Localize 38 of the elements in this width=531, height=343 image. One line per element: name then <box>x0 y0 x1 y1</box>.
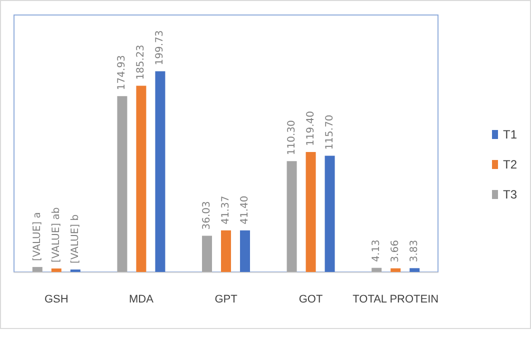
bar <box>117 96 128 272</box>
data-label: [VALUE] ab <box>50 207 62 262</box>
data-label: 3.66 <box>390 240 402 262</box>
bar <box>390 268 401 272</box>
bar <box>306 152 316 272</box>
data-label: [VALUE] a <box>32 212 43 261</box>
x-tick-label: TOTAL PROTEIN <box>352 294 439 306</box>
bar <box>51 268 62 272</box>
data-label: 36.03 <box>202 201 212 230</box>
bar <box>324 156 335 272</box>
data-label: 41.37 <box>220 196 232 224</box>
bar <box>286 161 297 272</box>
bar <box>240 230 250 272</box>
data-label: 110.30 <box>286 120 298 156</box>
legend-label: T3 <box>502 188 518 202</box>
data-label: 199.73 <box>154 30 166 66</box>
bar <box>155 71 166 272</box>
bar <box>410 268 420 272</box>
data-label: 119.40 <box>305 110 316 146</box>
bar <box>136 86 146 272</box>
legend-label: T1 <box>502 128 518 142</box>
bar <box>372 268 382 272</box>
data-label: [VALUE] b <box>70 214 81 264</box>
bar <box>221 230 231 272</box>
data-label: 115.70 <box>324 114 336 150</box>
data-label: 174.93 <box>116 55 128 90</box>
x-tick-label: MDA <box>128 294 154 306</box>
x-tick-label: GSH <box>44 294 68 306</box>
bar <box>70 269 80 272</box>
legend-label: T2 <box>502 158 518 172</box>
bar <box>32 266 42 272</box>
data-label: 4.13 <box>371 240 382 262</box>
data-label: 185.23 <box>136 44 147 80</box>
x-tick-label: GOT <box>298 294 323 306</box>
data-label: 41.40 <box>240 196 250 224</box>
data-label: 3.83 <box>409 240 420 262</box>
x-tick-label: GPT <box>214 294 238 306</box>
bar <box>202 236 212 272</box>
